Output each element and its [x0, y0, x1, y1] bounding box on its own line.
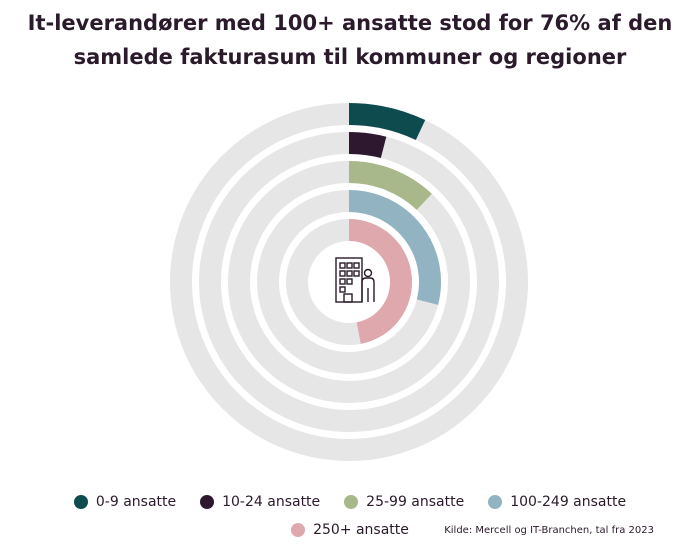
legend-row-1: 0-9 ansatte 10-24 ansatte 25-99 ansatte …: [0, 494, 700, 510]
legend-label: 100-249 ansatte: [510, 494, 627, 510]
title-line-1: It-leverandører med 100+ ansatte stod fo…: [27, 11, 673, 35]
source-note: Kilde: Mercell og IT-Branchen, tal fra 2…: [444, 525, 654, 536]
legend-swatch: [73, 495, 88, 509]
ring-bar-250-ansatte: [348, 219, 412, 344]
chart-title: It-leverandører med 100+ ansatte stod fo…: [0, 6, 700, 74]
legend-item-0-9: 0-9 ansatte: [73, 494, 177, 510]
ring-bar-10-24-ansatte: [348, 132, 387, 159]
legend-item-25-99: 25-99 ansatte: [344, 494, 464, 510]
legend-label: 10-24 ansatte: [222, 494, 321, 510]
ring-track-2: [199, 132, 499, 432]
ring-tracks: [170, 103, 528, 461]
legend-swatch: [291, 523, 306, 537]
legend-row-2: 250+ ansatte: [0, 522, 700, 538]
radial-bar-chart: [170, 103, 528, 461]
legend-swatch: [200, 495, 215, 509]
legend-label: 250+ ansatte: [313, 522, 409, 538]
title-line-2: samlede fakturasum til kommuner og regio…: [73, 45, 627, 69]
ring-bar-0-9-ansatte: [348, 103, 426, 141]
legend-swatch: [488, 495, 503, 509]
office-building-person-icon: [335, 257, 375, 303]
legend-label: 25-99 ansatte: [366, 494, 465, 510]
legend-item-10-24: 10-24 ansatte: [200, 494, 320, 510]
ring-bar-100-249-ansatte: [348, 190, 441, 305]
ring-bars: [348, 103, 441, 344]
ring-bar-25-99-ansatte: [348, 161, 432, 211]
legend-label: 0-9 ansatte: [95, 494, 177, 510]
legend-item-250-plus: 250+ ansatte: [291, 522, 409, 538]
legend-swatch: [344, 495, 359, 509]
legend-item-100-249: 100-249 ansatte: [488, 494, 626, 510]
